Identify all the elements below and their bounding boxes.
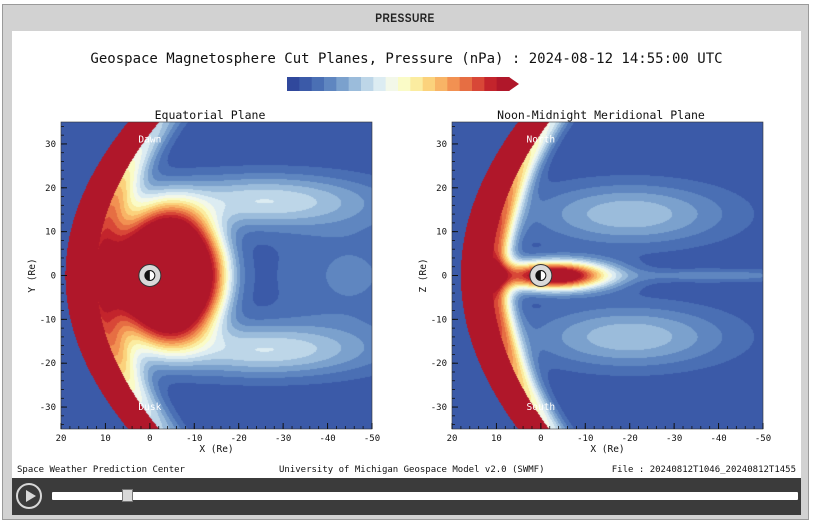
footer-agency: Space Weather Prediction Center: [17, 465, 185, 475]
y-axis-label: Y (Re): [27, 258, 38, 292]
x-tick-label: 20: [447, 434, 458, 444]
y-tick-label: -10: [431, 315, 447, 325]
colorbar-bin: [361, 77, 374, 91]
pressure-field: [452, 122, 763, 429]
y-tick-label: -30: [40, 403, 56, 413]
x-axis-label: X (Re): [590, 444, 624, 455]
colorbar-bin: [348, 77, 362, 91]
x-tick-label: 10: [491, 434, 502, 444]
x-tick-label: -50: [755, 434, 771, 444]
colorbar-bin: [311, 77, 325, 91]
colorbar: 00.51.01.5: [287, 77, 519, 91]
colorbar-bin: [459, 77, 473, 91]
y-tick-label: 30: [436, 140, 447, 150]
footer-file: File : 20240812T1046_20240812T1455: [611, 465, 796, 475]
window-titlebar: PRESSURE: [3, 5, 808, 31]
footer-model: University of Michigan Geospace Model v2…: [279, 465, 545, 475]
meridional-plane-plot: 20 10 0 -10 -20 -30 -40 -50 -30 -20 -10 0 10 20 30 X (R…: [418, 121, 771, 455]
colorbar-bin: [472, 77, 485, 91]
y-tick-label: -20: [431, 359, 447, 369]
x-tick-label: -40: [319, 434, 335, 444]
colorbar-bin: [336, 77, 350, 91]
y-tick-label: 20: [45, 184, 56, 194]
colorbar-bin: [484, 77, 498, 91]
colorbar-bin: [373, 77, 387, 91]
region-annotation: North: [527, 135, 556, 146]
x-tick-label: -50: [364, 434, 380, 444]
x-tick-label: 10: [100, 434, 111, 444]
y-axis-label: Z (Re): [418, 258, 429, 292]
pressure-field: [61, 122, 372, 429]
y-tick-label: 10: [45, 228, 56, 238]
x-tick-label: -20: [231, 434, 247, 444]
x-tick-label: 0: [538, 434, 543, 444]
x-tick-label: 20: [56, 434, 67, 444]
y-tick-label: 30: [45, 140, 56, 150]
colorbar-extend-arrow: [509, 77, 519, 91]
region-annotation: Dawn: [138, 135, 161, 146]
window-title: PRESSURE: [375, 11, 436, 25]
y-tick-label: 0: [442, 272, 447, 282]
window: PRESSURE Geospace Magnetosphere Cut Plan…: [2, 4, 809, 520]
colorbar-bin: [324, 77, 337, 91]
x-tick-label: -30: [275, 434, 291, 444]
y-tick-label: -20: [40, 359, 56, 369]
x-tick-label: 0: [147, 434, 152, 444]
y-tick-label: 0: [51, 272, 56, 282]
meridional-plot-title: Noon-Midnight Meridional Plane: [497, 108, 705, 122]
colorbar-bin: [435, 77, 448, 91]
colorbar-bin: [398, 77, 411, 91]
x-tick-label: -10: [186, 434, 202, 444]
equatorial-plane-plot: 20 10 0 -10 -20 -30 -40 -50 -30 -20 -10 0 10 20 30 X (R…: [27, 121, 380, 455]
figure-title: Geospace Magnetosphere Cut Planes, Press…: [90, 51, 723, 67]
colorbar-bin: [385, 77, 399, 91]
timeline-slider-thumb[interactable]: [122, 489, 133, 502]
x-axis-label: X (Re): [199, 444, 233, 455]
earth-night-side: [535, 270, 541, 281]
colorbar-bin: [496, 77, 510, 91]
player-controls: [12, 478, 801, 515]
x-tick-label: -10: [577, 434, 593, 444]
play-button[interactable]: [16, 483, 42, 509]
region-annotation: Dusk: [138, 402, 161, 413]
y-tick-label: 10: [436, 228, 447, 238]
region-annotation: South: [527, 402, 556, 413]
x-tick-label: -20: [622, 434, 638, 444]
equatorial-plot-title: Equatorial Plane: [154, 108, 266, 122]
colorbar-bin: [422, 77, 436, 91]
x-tick-label: -30: [666, 434, 682, 444]
earth-night-side: [144, 270, 150, 281]
colorbar-bin: [287, 77, 300, 91]
colorbar-bin: [299, 77, 313, 91]
y-tick-label: -30: [431, 403, 447, 413]
y-tick-label: 20: [436, 184, 447, 194]
timeline-slider[interactable]: [52, 489, 798, 502]
colorbar-bin: [447, 77, 461, 91]
y-tick-label: -10: [40, 315, 56, 325]
x-tick-label: -40: [710, 434, 726, 444]
colorbar-bin: [410, 77, 424, 91]
figure-panel: Geospace Magnetosphere Cut Planes, Press…: [12, 31, 801, 478]
